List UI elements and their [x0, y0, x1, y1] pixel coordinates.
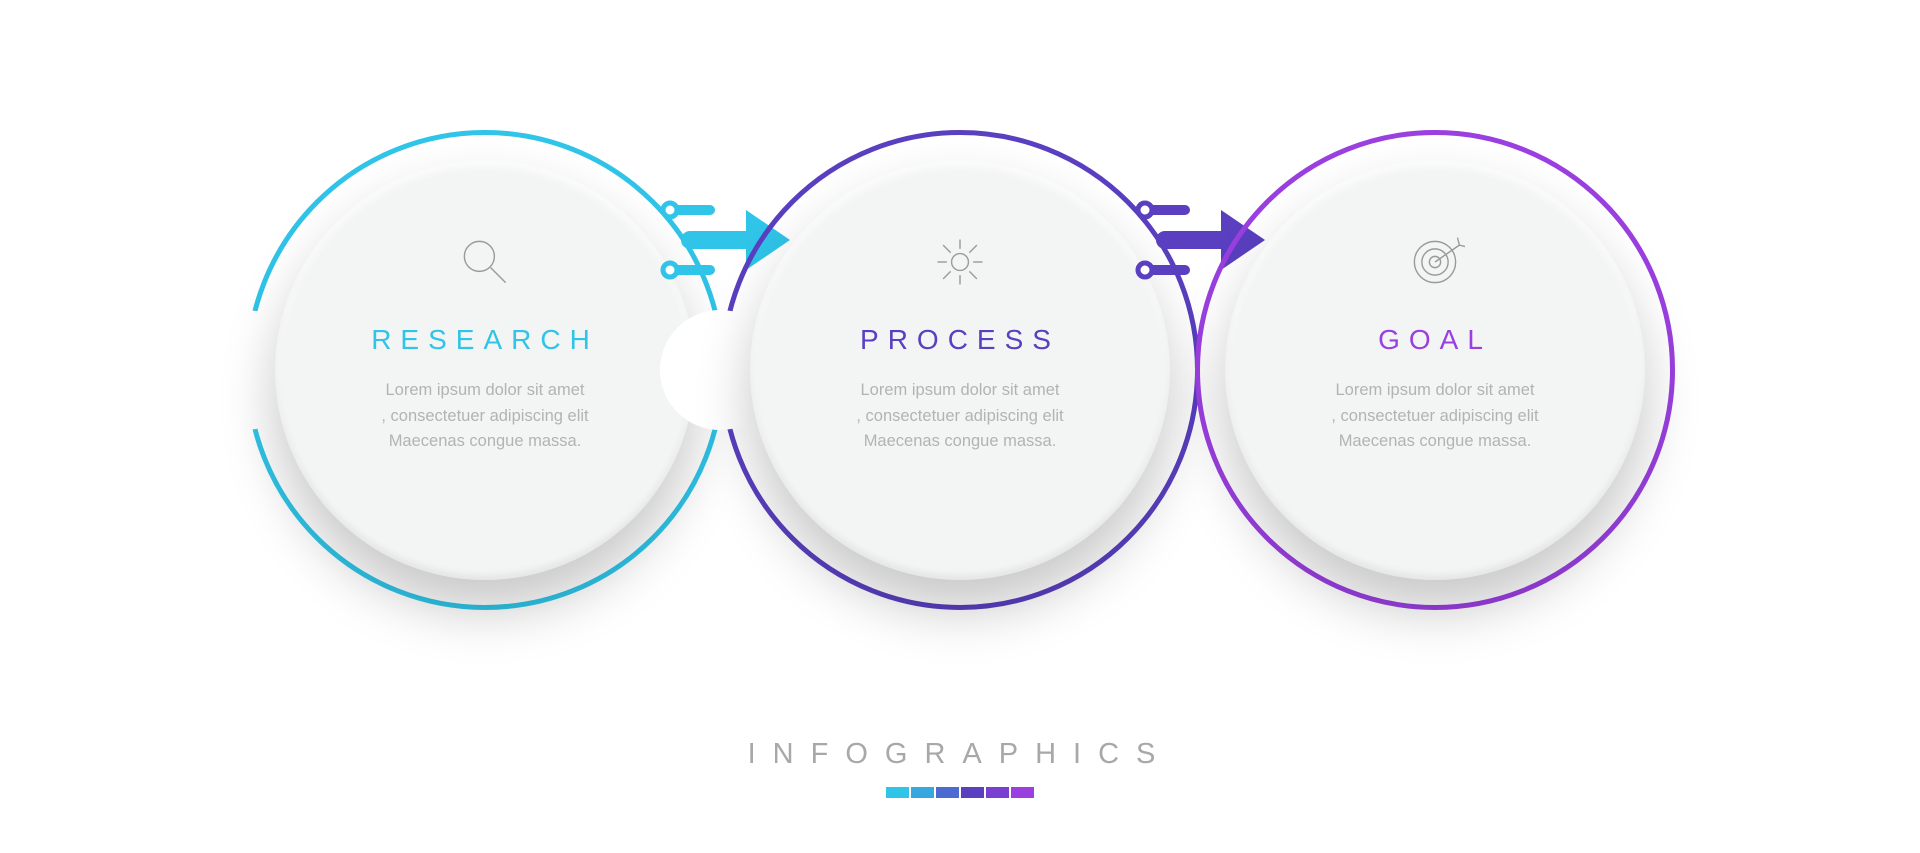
swatch [1011, 787, 1034, 798]
swatch [961, 787, 984, 798]
swatch [911, 787, 934, 798]
footer-swatches [0, 787, 1920, 798]
step-pill: GOAL Lorem ipsum dolor sit amet , consec… [1225, 160, 1645, 580]
step-title: GOAL [1285, 324, 1585, 356]
footer-title: INFOGRAPHICS [0, 738, 1920, 771]
swatch [886, 787, 909, 798]
step-pill: RESEARCH Lorem ipsum dolor sit amet , co… [275, 160, 695, 580]
infographic-stage: RESEARCH Lorem ipsum dolor sit amet , co… [0, 0, 1920, 853]
step-title: PROCESS [810, 324, 1110, 356]
step-body: Lorem ipsum dolor sit amet , consectetue… [1285, 378, 1585, 455]
step-body: Lorem ipsum dolor sit amet , consectetue… [335, 378, 635, 455]
footer: INFOGRAPHICS [0, 738, 1920, 798]
step-pill: PROCESS Lorem ipsum dolor sit amet , con… [750, 160, 1170, 580]
magnifier-icon [335, 222, 635, 302]
swatch [986, 787, 1009, 798]
target-icon [1285, 222, 1585, 302]
step-title: RESEARCH [335, 324, 635, 356]
step-body: Lorem ipsum dolor sit amet , consectetue… [810, 378, 1110, 455]
gear-icon [810, 222, 1110, 302]
swatch [936, 787, 959, 798]
